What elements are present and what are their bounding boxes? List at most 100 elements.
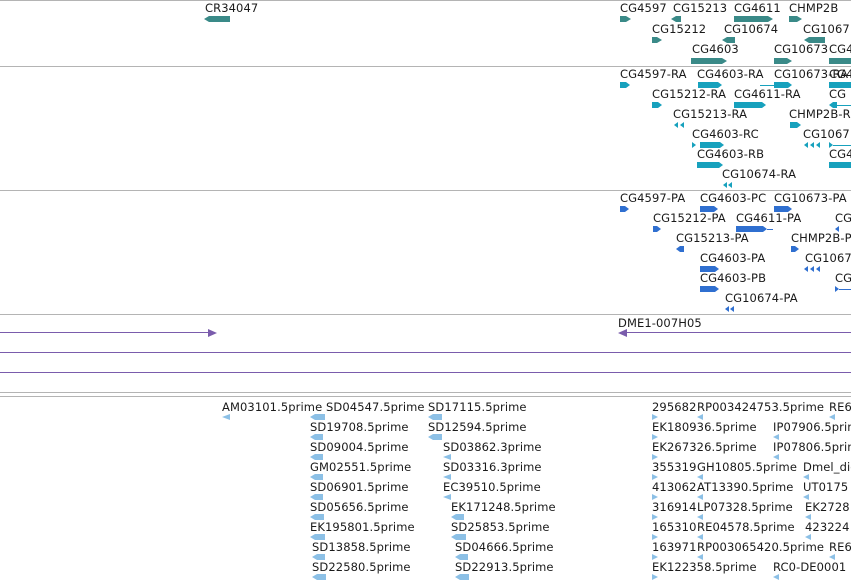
track-separator [0,314,851,315]
est-strand-arrow[interactable] [697,534,703,540]
cds-feature[interactable] [653,226,657,232]
contig-line[interactable] [0,332,210,333]
est-feature[interactable] [315,534,325,540]
est-strand-arrow[interactable] [443,494,451,500]
mrna-feature[interactable] [833,102,837,108]
gene-feature[interactable] [676,16,681,22]
gene-feature[interactable] [734,16,768,22]
est-strand-arrow[interactable] [697,474,703,480]
est-feature[interactable] [460,554,468,560]
mrna-feature[interactable] [698,82,718,88]
feature-label: CG4603-PB [700,271,767,285]
gene-feature[interactable] [691,58,722,64]
est-strand-arrow[interactable] [773,454,779,460]
gene-feature[interactable] [209,16,230,22]
feature-label: AM03101.5prime [222,400,323,414]
est-strand-arrow[interactable] [443,474,451,480]
cds-feature[interactable] [680,246,684,252]
feature-label: CG4611 [734,1,781,15]
est-feature[interactable] [433,414,442,420]
mrna-feature[interactable] [620,82,626,88]
mrna-feature[interactable] [652,102,658,108]
est-feature[interactable] [315,514,324,520]
feature-label: CHMP2B-R [789,107,851,121]
contig-line[interactable] [0,352,851,353]
est-strand-arrow[interactable] [652,494,658,500]
est-strand-arrow[interactable] [652,554,658,560]
gene-feature[interactable] [727,37,735,43]
feature-label: CG10673 [774,42,829,56]
mrna-feature[interactable] [774,82,788,88]
track-separator [0,396,851,397]
mrna-feature[interactable] [734,102,762,108]
feature-label: SD03316.3prime [443,460,542,474]
gene-strand-arrow [657,37,662,43]
est-feature[interactable] [315,494,323,500]
est-strand-arrow[interactable] [803,474,809,480]
feature-label: CG [829,87,847,101]
est-feature[interactable] [433,434,442,440]
est-strand-arrow[interactable] [829,414,835,420]
cds-feature[interactable] [700,206,714,212]
gene-feature[interactable] [809,37,825,43]
gene-strand-arrow [787,58,792,64]
feature-label: CHMP2B-P [791,231,851,245]
feature-label: CG4 [829,67,851,81]
cds-feature[interactable] [700,286,715,292]
est-strand-arrow[interactable] [697,494,703,500]
est-strand-arrow[interactable] [652,474,658,480]
est-feature[interactable] [317,574,326,580]
est-strand-arrow[interactable] [652,414,658,420]
mrna-strand-arrow [816,142,820,148]
est-strand-arrow[interactable] [773,574,779,580]
cds-feature[interactable] [791,246,795,252]
est-strand-arrow[interactable] [803,494,809,500]
est-feature[interactable] [315,454,323,460]
est-strand-arrow[interactable] [652,534,658,540]
est-strand-arrow[interactable] [652,454,658,460]
est-feature[interactable] [456,514,464,520]
mrna-feature[interactable] [829,162,851,168]
feature-label: CG10674-PA [725,291,798,305]
feature-label: CG4603 [692,42,739,56]
gene-feature[interactable] [620,16,626,22]
mrna-feature[interactable] [829,82,851,88]
est-strand-arrow[interactable] [829,554,835,560]
est-feature[interactable] [460,574,469,580]
est-strand-arrow[interactable] [697,514,703,520]
mrna-feature[interactable] [697,162,719,168]
est-strand-arrow[interactable] [773,434,779,440]
cds-feature[interactable] [620,206,625,212]
cds-strand-arrow [816,266,820,272]
gene-feature[interactable] [829,58,851,64]
est-feature[interactable] [456,534,466,540]
est-strand-arrow[interactable] [652,514,658,520]
feature-label: RE6 [829,540,851,554]
cds-feature[interactable] [736,226,763,232]
est-strand-arrow[interactable] [443,454,451,460]
est-strand-arrow[interactable] [697,414,703,420]
est-strand-arrow[interactable] [697,554,703,560]
cds-strand-arrow [676,246,680,252]
gene-feature[interactable] [789,16,797,22]
contig-line[interactable] [626,332,851,333]
mrna-feature[interactable] [790,122,797,128]
mrna-feature[interactable] [700,142,720,148]
contig-line[interactable] [0,372,851,373]
cds-strand-arrow [730,306,734,312]
est-feature[interactable] [315,434,323,440]
est-strand-arrow[interactable] [805,514,811,520]
est-strand-arrow[interactable] [805,534,811,540]
cds-strand-arrow [810,266,814,272]
est-strand-arrow[interactable] [222,414,230,420]
est-feature[interactable] [315,414,325,420]
est-strand-arrow[interactable] [652,574,658,580]
est-strand-arrow[interactable] [652,434,658,440]
est-feature[interactable] [317,554,325,560]
gene-feature[interactable] [652,37,657,43]
cds-feature[interactable] [774,206,788,212]
est-feature[interactable] [315,474,323,480]
cds-feature[interactable] [700,266,715,272]
gene-feature[interactable] [774,58,787,64]
